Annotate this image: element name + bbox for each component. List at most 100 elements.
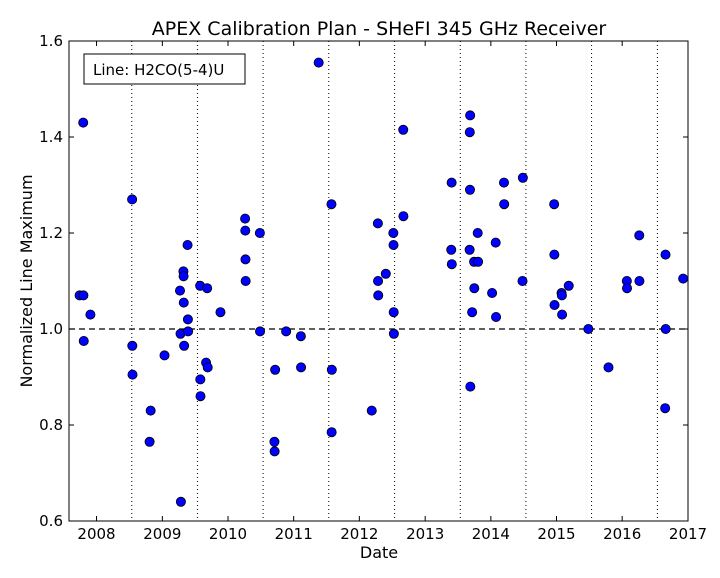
data-point <box>254 227 265 238</box>
x-tick-label: 2013 <box>406 525 444 543</box>
data-point <box>85 309 96 320</box>
data-point <box>634 230 645 241</box>
data-point <box>517 172 528 183</box>
data-point <box>634 275 645 286</box>
data-point <box>446 177 457 188</box>
data-point <box>583 323 594 334</box>
data-point <box>388 227 399 238</box>
data-point <box>183 326 194 337</box>
data-point <box>182 239 193 250</box>
data-point <box>398 124 409 135</box>
data-point <box>549 249 560 260</box>
data-point <box>159 350 170 361</box>
line-annotation: Line: H2CO(5-4)U <box>93 61 224 79</box>
data-point <box>326 199 337 210</box>
data-point <box>174 285 185 296</box>
x-tick-label: 2010 <box>209 525 247 543</box>
data-point <box>398 211 409 222</box>
data-point <box>78 335 89 346</box>
data-point <box>380 268 391 279</box>
data-point <box>240 254 251 265</box>
data-point <box>491 311 502 322</box>
data-point <box>269 436 280 447</box>
data-point <box>473 256 484 267</box>
plot-frame <box>68 40 689 522</box>
chart-title: APEX Calibration Plan - SHeFI 345 GHz Re… <box>152 18 607 40</box>
data-point <box>446 259 457 270</box>
y-tick-label: 1.4 <box>39 128 63 146</box>
data-point <box>127 369 138 380</box>
data-point <box>499 199 510 210</box>
x-tick-label: 2016 <box>603 525 641 543</box>
annotation-frame <box>83 53 246 85</box>
data-point <box>269 446 280 457</box>
data-point <box>487 287 498 298</box>
data-point <box>678 273 689 284</box>
data-point <box>127 194 138 205</box>
data-point <box>388 328 399 339</box>
data-point <box>240 213 251 224</box>
data-point <box>240 275 251 286</box>
data-point <box>295 331 306 342</box>
data-point <box>549 299 560 310</box>
y-tick-label: 1.2 <box>39 224 63 242</box>
data-point <box>467 307 478 318</box>
data-point <box>145 405 156 416</box>
data-point <box>144 436 155 447</box>
data-point <box>366 405 377 416</box>
data-point <box>660 403 671 414</box>
data-point <box>240 225 251 236</box>
x-tick-label: 2014 <box>472 525 510 543</box>
x-tick-label: 2015 <box>537 525 575 543</box>
data-point <box>372 218 383 229</box>
data-point <box>464 184 475 195</box>
x-axis-label: Date <box>360 543 398 562</box>
data-point <box>472 227 483 238</box>
plot-area: 2008 2009 2010 2011 2012 2013 2014 2015 2016 2017… <box>39 32 707 543</box>
x-tick-label: 2017 <box>669 525 707 543</box>
data-point <box>469 283 480 294</box>
data-point <box>557 309 568 320</box>
y-tick-label: 0.8 <box>39 416 63 434</box>
data-point <box>517 275 528 286</box>
x-tick-label: 2008 <box>77 525 115 543</box>
data-point <box>373 290 384 301</box>
data-point <box>281 326 292 337</box>
legend-box: Line: H2CO(5-4)U <box>83 53 246 85</box>
data-point <box>255 326 266 337</box>
data-point <box>556 290 567 301</box>
y-tick-label: 0.6 <box>39 512 63 530</box>
data-point <box>195 374 206 385</box>
data-point <box>313 57 324 68</box>
data-point <box>296 362 307 373</box>
data-point <box>622 283 633 294</box>
data-point <box>127 340 138 351</box>
data-point <box>202 283 213 294</box>
data-point <box>178 271 189 282</box>
data-point <box>270 364 281 375</box>
x-tick-label: 2011 <box>275 525 313 543</box>
data-point <box>660 249 671 260</box>
data-point <box>182 314 193 325</box>
data-point <box>179 340 190 351</box>
data-point <box>78 117 89 128</box>
y-axis-label: Normalized Line Maximum <box>17 174 36 387</box>
data-point <box>215 307 226 318</box>
data-point <box>326 427 337 438</box>
y-tick-label: 1.6 <box>39 32 63 50</box>
y-tick-label: 1.0 <box>39 320 63 338</box>
data-point <box>195 391 206 402</box>
data-point <box>603 362 614 373</box>
data-point <box>388 239 399 250</box>
data-point <box>178 297 189 308</box>
data-point <box>202 362 213 373</box>
data-point <box>549 199 560 210</box>
data-point <box>464 244 475 255</box>
data-point <box>78 290 89 301</box>
data-point <box>465 381 476 392</box>
data-point <box>175 496 186 507</box>
data-point <box>465 110 476 121</box>
x-tick-label: 2009 <box>143 525 181 543</box>
